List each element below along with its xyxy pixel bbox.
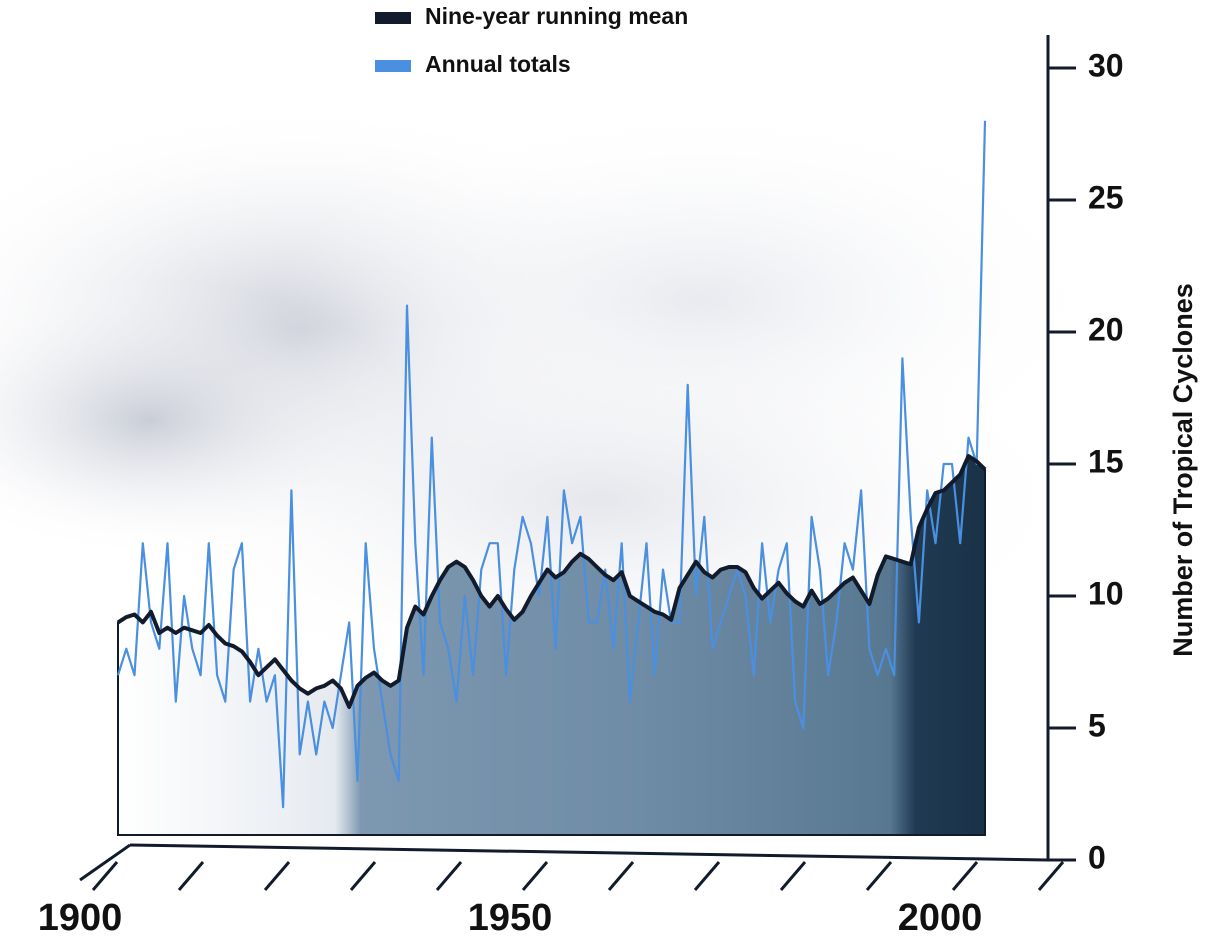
y-tick-label: 30 [1088,47,1124,83]
legend-swatch [375,12,411,24]
legend-label: Nine-year running mean [425,3,688,29]
x-tick-label: 1900 [38,897,123,939]
y-tick-label: 0 [1088,839,1106,875]
x-tick [779,861,807,891]
x-tick [91,861,119,891]
x-tick [607,861,635,891]
x-tick [521,861,549,891]
x-tick-label: 2000 [898,897,983,939]
x-tick-label: 1950 [468,897,553,939]
x-tick [435,861,463,891]
y-tick-label: 5 [1088,707,1106,743]
y-tick-label: 10 [1088,575,1124,611]
x-axis [129,843,1049,862]
x-tick [177,861,205,891]
y-axis-label: Number of Tropical Cyclones [1168,283,1198,657]
annual-line [116,120,987,809]
y-tick-label: 20 [1088,311,1124,347]
x-axis-front [79,843,131,882]
x-tick [865,861,893,891]
y-tick-label: 25 [1088,179,1124,215]
x-tick [693,861,721,891]
y-tick-label: 15 [1088,443,1124,479]
x-tick [263,861,291,891]
legend-swatch [375,60,411,72]
legend-label: Annual totals [425,51,571,77]
mean-line [116,454,987,709]
x-tick [349,861,377,891]
x-tick [951,861,979,891]
x-tick [1037,861,1065,891]
